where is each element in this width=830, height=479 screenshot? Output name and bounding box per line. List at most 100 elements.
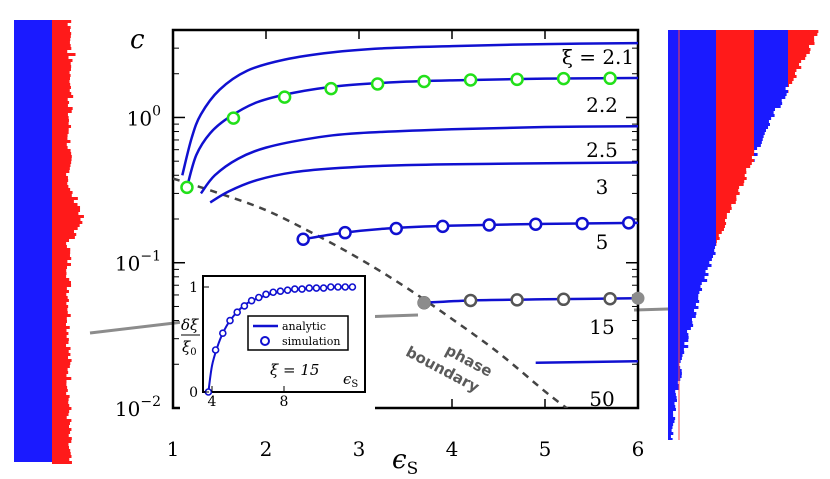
inset-simulation-point	[226, 316, 234, 325]
y-tick-label: 10−2	[115, 394, 161, 421]
right-image-edge	[738, 189, 830, 192]
right-image-edge	[814, 42, 830, 45]
right-image-edge	[735, 201, 830, 204]
left-image-red-row	[52, 293, 67, 296]
left-image-red-row	[52, 194, 72, 197]
left-image-red-row	[52, 203, 78, 206]
right-image-edge	[672, 438, 830, 441]
left-image-red-row	[52, 74, 71, 77]
left-image-red-row	[52, 68, 71, 71]
right-image-edge	[681, 369, 830, 372]
simulation-point	[556, 292, 571, 307]
left-image-red-row	[52, 317, 67, 320]
left-image-red-row	[52, 254, 70, 257]
inset-y-tick-label: 1	[189, 280, 198, 296]
left-image-red-row	[52, 209, 81, 212]
series-label: 15	[589, 315, 614, 339]
right-image-edge	[809, 45, 830, 48]
left-image-red-row	[52, 44, 71, 47]
right-image-edge	[744, 180, 830, 183]
right-image-edge	[673, 432, 830, 435]
simulation-point	[463, 293, 478, 308]
inset-simulation-point	[348, 283, 357, 291]
inset-simulation-point	[247, 296, 256, 305]
right-image-edge	[675, 405, 830, 408]
curve-xi-2.5	[199, 124, 638, 195]
left-image-red-row	[52, 182, 68, 185]
right-image-edge	[695, 303, 830, 306]
curve-xi-2.2	[185, 76, 638, 188]
right-image-edge	[744, 174, 830, 177]
left-image-red-row	[52, 32, 72, 35]
right-image-edge	[739, 192, 830, 195]
right-image-edge	[699, 300, 830, 303]
inset-xi-annotation: ξ = 15	[270, 361, 319, 379]
right-image-edge	[761, 141, 830, 144]
left-image-red-row	[52, 425, 69, 428]
left-image-red-row	[52, 305, 69, 308]
simulation-point	[324, 81, 338, 96]
left-image-red-row	[52, 344, 67, 347]
simulation-point	[528, 217, 543, 232]
left-image-red-row	[52, 326, 70, 329]
right-image-edge	[692, 321, 830, 324]
left-image-red-row	[52, 296, 68, 299]
inset-simulation-point	[334, 283, 342, 291]
right-image-edge	[818, 30, 830, 33]
left-image-red-row	[52, 116, 69, 119]
left-image-red-row	[52, 206, 81, 209]
left-image-red-row	[52, 56, 69, 59]
left-image-red-row	[52, 347, 71, 350]
left-image-red-row	[52, 365, 70, 368]
right-image-edge	[731, 207, 830, 210]
left-image-red-row	[52, 101, 70, 104]
left-image-red-row	[52, 71, 70, 74]
right-image-edge	[726, 222, 830, 225]
right-image-edge	[789, 84, 830, 87]
left-image-red-row	[52, 173, 67, 176]
x-tick-label: 6	[632, 437, 645, 461]
inset-plot: 4 801 analytic simulation ξ = 15 ϵS δξ ξ0	[180, 270, 375, 410]
right-image-edge	[699, 291, 830, 294]
left-image-red-row	[52, 176, 68, 179]
left-image-red-row	[52, 53, 76, 56]
right-image-edge	[768, 120, 830, 123]
left-image-red-row	[52, 431, 71, 434]
left-image-red-row	[52, 125, 72, 128]
right-image-edge	[701, 282, 830, 285]
legend-simulation-marker	[260, 336, 270, 346]
right-image-edge	[746, 177, 830, 180]
right-image-edge	[696, 312, 830, 315]
left-image-red-row	[52, 188, 71, 191]
series-label: 50	[589, 387, 614, 411]
right-image-edge	[809, 51, 830, 54]
left-image-red-row	[52, 320, 67, 323]
right-image-edge	[675, 408, 830, 411]
left-image-red-row	[52, 65, 72, 68]
left-image-red-row	[52, 23, 68, 26]
left-image-red-row	[52, 185, 69, 188]
right-image-edge	[763, 135, 830, 138]
right-image-edge	[786, 93, 830, 96]
left-image-red-row	[52, 272, 67, 275]
left-image-red-row	[52, 98, 68, 101]
right-image-edge	[677, 381, 830, 384]
inset-y-tick-label: 0	[189, 385, 198, 401]
simulation-point	[277, 90, 292, 104]
left-image-red-row	[52, 290, 69, 293]
left-image-red-row	[52, 146, 68, 149]
right-image-edge	[679, 363, 830, 366]
left-image-red-row	[52, 362, 71, 365]
left-image-red-row	[52, 191, 73, 194]
right-image-edge	[736, 198, 830, 201]
series-label: 3	[596, 175, 609, 199]
left-image-red-row	[52, 242, 67, 245]
right-image-edge	[672, 426, 830, 429]
left-image-red-row	[52, 413, 69, 416]
simulation-point	[296, 232, 310, 247]
left-image-red-row	[52, 218, 81, 221]
left-image-red-row	[52, 377, 72, 380]
right-image-edge	[726, 216, 830, 219]
right-image-edge	[702, 288, 830, 291]
phase-boundary-annotation: phase boundary	[403, 341, 496, 396]
